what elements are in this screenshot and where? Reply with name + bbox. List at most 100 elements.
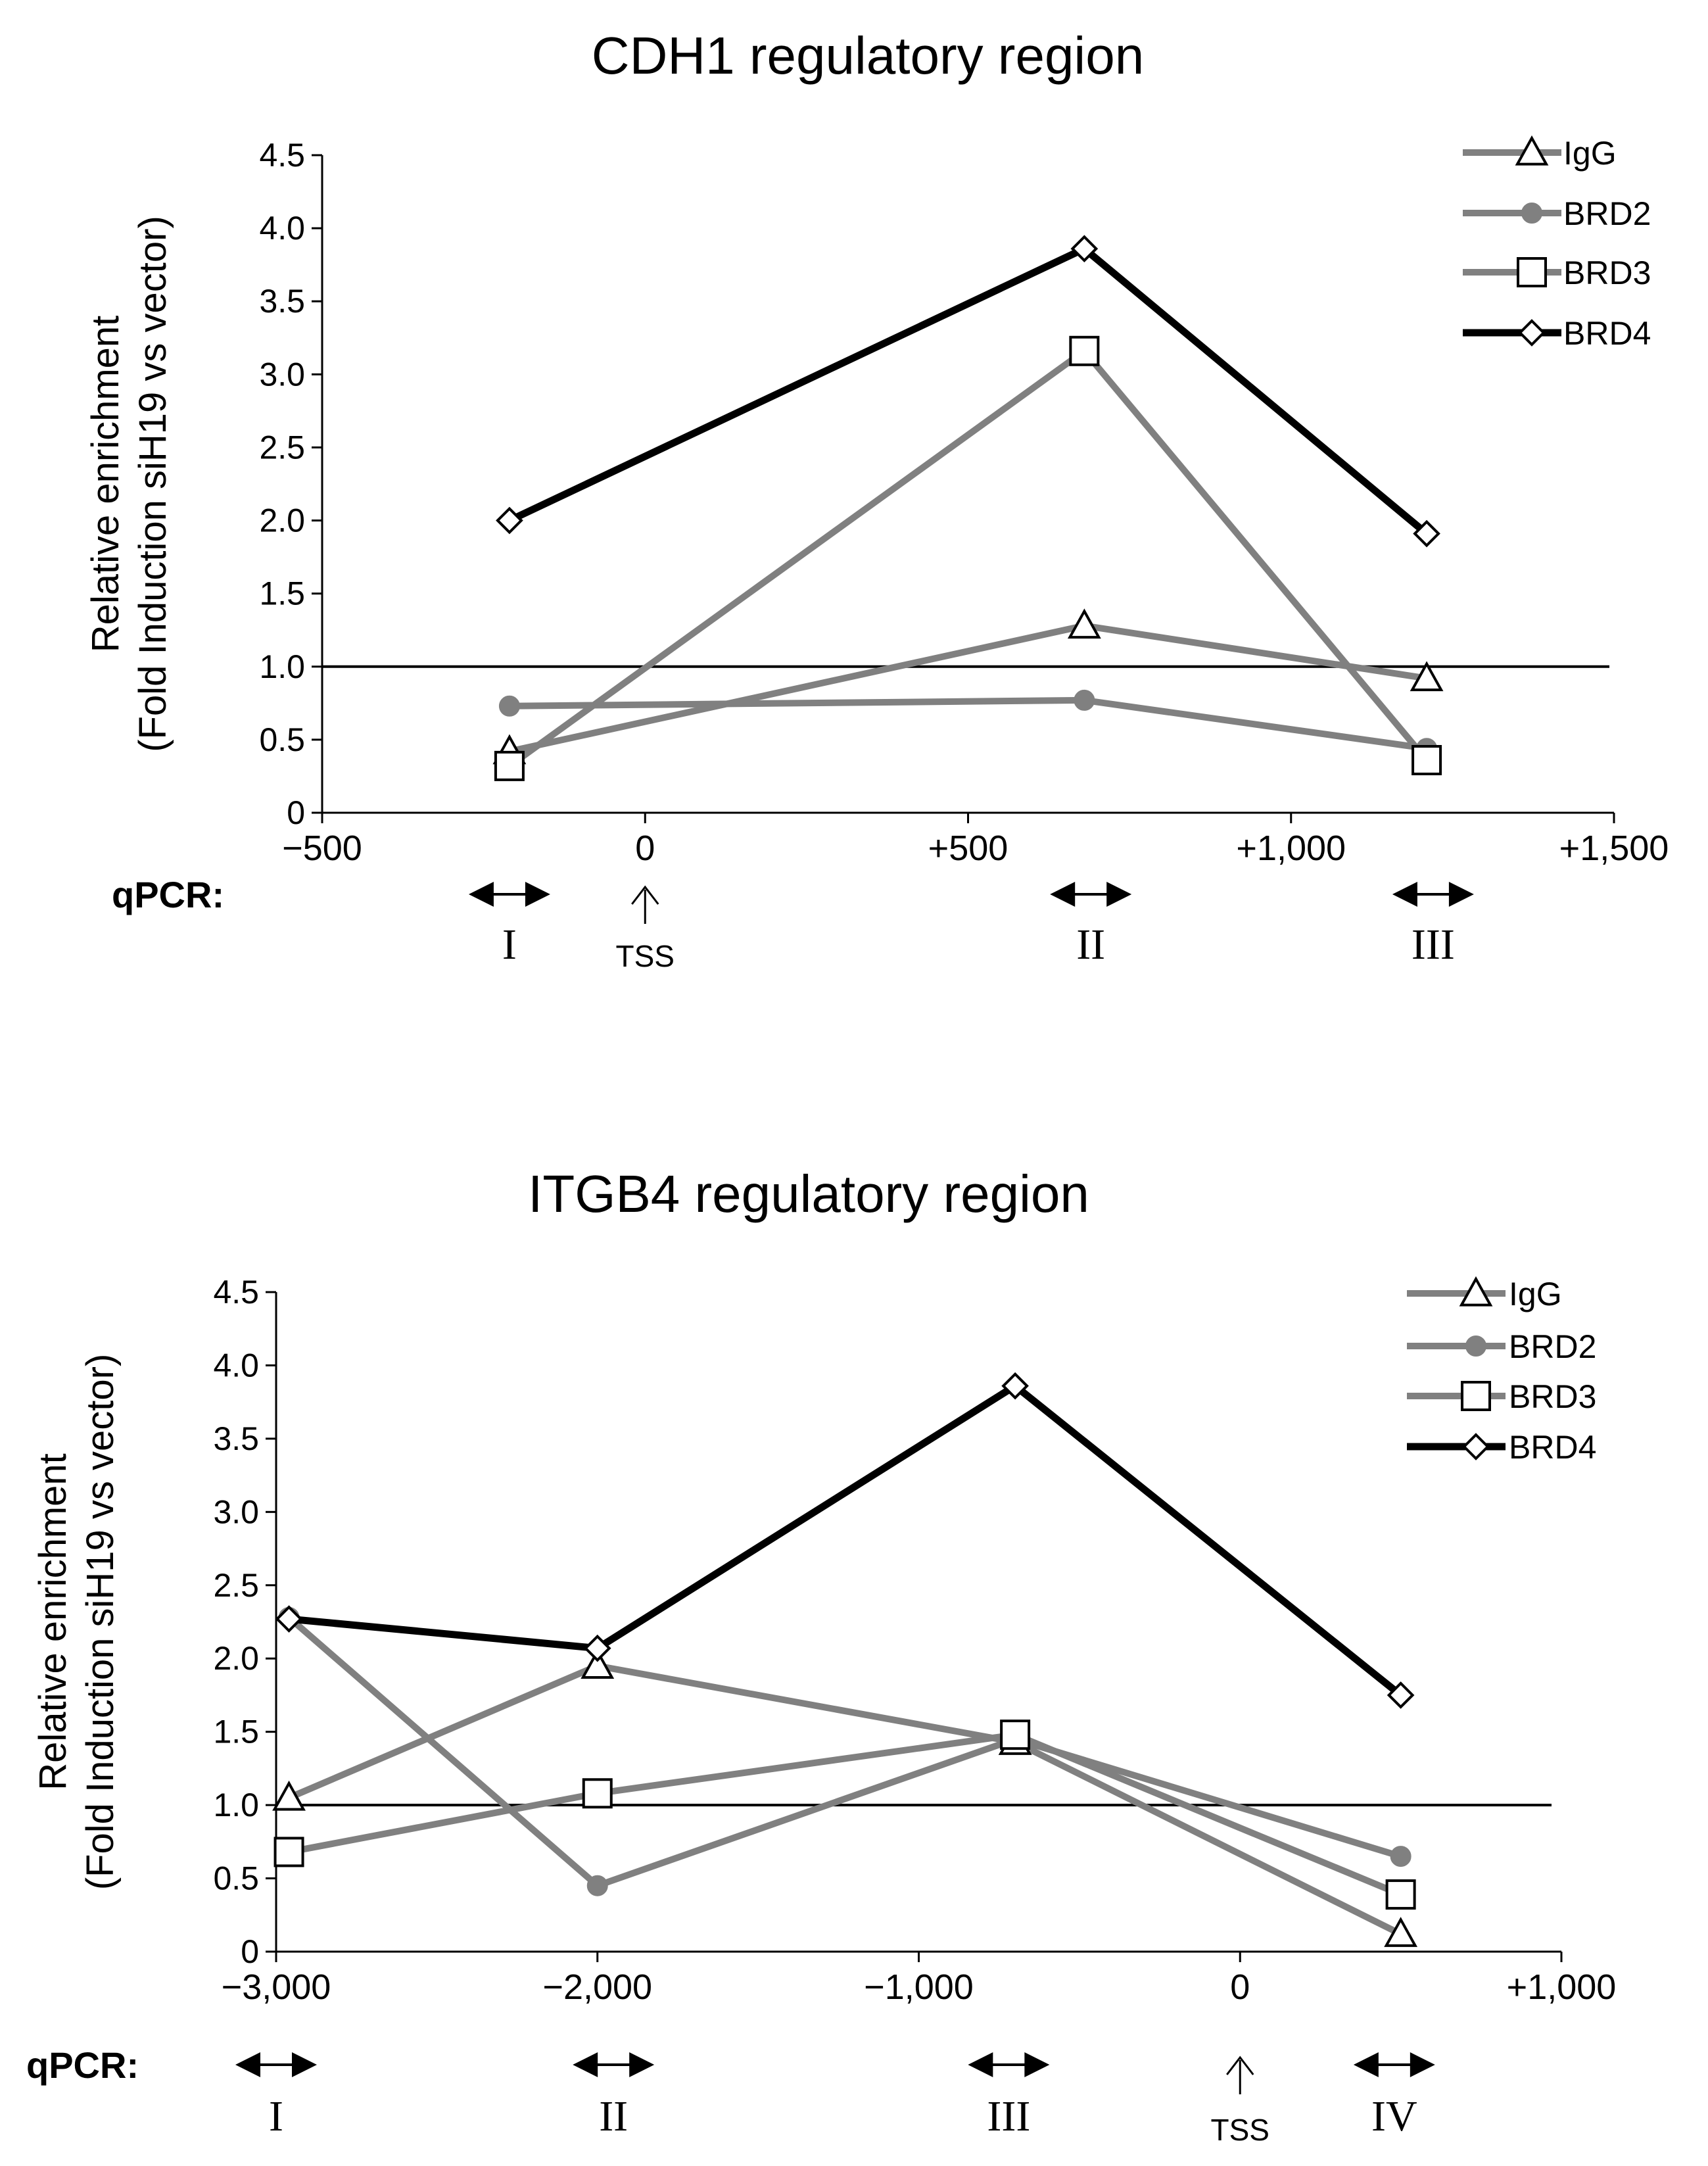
legend: IgG BRD2 BRD3 BRD4 <box>1407 1276 1596 1466</box>
qpcr-arrow-head-left <box>1392 882 1417 907</box>
legend-label-brd3: BRD3 <box>1563 254 1651 291</box>
data-point-igg <box>581 1649 615 1679</box>
qpcr-arrow-head-right <box>292 2052 317 2077</box>
qpcr-arrow-head-left <box>1050 882 1076 907</box>
x-tick-label: +1,000 <box>1236 829 1346 868</box>
y-tick-label: 2.5 <box>213 1567 259 1604</box>
legend-label-brd2: BRD2 <box>1563 195 1651 232</box>
legend-marker-igg <box>1459 1276 1493 1307</box>
x-tick-label: +500 <box>928 829 1008 868</box>
qpcr-arrow-ii <box>1050 882 1132 907</box>
x-tick-label: +1,000 <box>1507 1967 1617 2007</box>
qpcr-arrow-head-right <box>525 882 550 907</box>
cdh1-chart: CDH1 regulatory region Relative enrichmen… <box>84 26 1669 973</box>
qpcr-arrow-head-left <box>968 2052 993 2077</box>
y-tick-label: 4.5 <box>213 1274 259 1311</box>
legend-label-igg: IgG <box>1509 1276 1562 1312</box>
legend-label-brd3: BRD3 <box>1509 1378 1596 1415</box>
qpcr-arrow-ii <box>573 2052 655 2077</box>
y-tick-label: 2.5 <box>259 429 305 466</box>
data-point-brd4 <box>275 1605 303 1633</box>
y-axis-label-line1: Relative enrichment <box>32 1453 74 1791</box>
series-line-brd4 <box>289 1382 1404 1698</box>
data-point-brd2 <box>1390 1846 1411 1867</box>
legend: IgG BRD2 BRD3 BRD4 <box>1463 135 1651 352</box>
x-tick-label: −2,000 <box>542 1967 652 2007</box>
qpcr-region-label-iii: III <box>1411 921 1455 969</box>
data-point-brd3 <box>582 1778 613 1809</box>
data-point-brd2 <box>1074 689 1095 711</box>
qpcr-region-label-iii: III <box>987 2092 1030 2140</box>
legend-marker-igg <box>1515 135 1549 166</box>
qpcr-arrow-head-right <box>1410 2052 1435 2077</box>
data-point-igg <box>1384 1917 1418 1947</box>
y-tick-label: 3.0 <box>259 356 305 393</box>
y-tick-label: 4.0 <box>259 210 305 247</box>
data-point-igg <box>1410 661 1444 692</box>
data-point-brd4 <box>1070 235 1099 263</box>
data-point-igg <box>272 1780 306 1811</box>
qpcr-region-label-ii: II <box>1076 921 1105 969</box>
series-line-brd2 <box>287 1615 1402 1889</box>
data-point-brd3 <box>494 750 525 781</box>
x-tick-label: +1,500 <box>1559 829 1669 868</box>
y-tick-label: 4.5 <box>259 137 305 174</box>
legend-label-brd4: BRD4 <box>1563 315 1651 352</box>
data-point-igg <box>1067 608 1101 639</box>
y-tick-label: 0.5 <box>213 1860 259 1897</box>
x-tick-label: 0 <box>635 829 655 868</box>
legend-label-brd2: BRD2 <box>1509 1328 1596 1365</box>
qpcr-region-label-ii: II <box>599 2092 628 2140</box>
data-point-brd2 <box>498 695 520 717</box>
y-axis-label: Relative enrichment (Fold Induction siH19… <box>84 216 174 752</box>
qpcr-arrow-iv <box>1353 2052 1435 2077</box>
x-tick-label: −500 <box>282 829 362 868</box>
qpcr-arrow-iii <box>1392 882 1474 907</box>
y-tick-label: 2.0 <box>259 502 305 539</box>
y-tick-label: 1.0 <box>213 1787 259 1823</box>
qpcr-arrow-i <box>235 2052 317 2077</box>
tss-label: TSS <box>1211 2113 1269 2147</box>
data-point-brd2 <box>586 1875 608 1896</box>
qpcr-arrow-head-right <box>1448 882 1474 907</box>
legend-marker-brd4 <box>1462 1433 1490 1460</box>
data-point-brd4 <box>496 506 523 535</box>
y-tick-label: 0 <box>287 794 305 831</box>
y-tick-label: 2.0 <box>213 1640 259 1677</box>
data-point-brd3 <box>1000 1720 1031 1750</box>
legend-marker-brd4 <box>1518 319 1546 347</box>
legend-label-brd4: BRD4 <box>1509 1429 1596 1466</box>
qpcr-label: qPCR: <box>112 874 224 915</box>
qpcr-arrow-iii <box>968 2052 1050 2077</box>
y-axis-label-line2: (Fold Induction siH19 vs vector) <box>131 216 174 752</box>
qpcr-arrow-head-left <box>235 2052 260 2077</box>
itgb4-chart: ITGB4 regulatory region Relative enrichme… <box>26 1165 1616 2147</box>
y-tick-label: 1.5 <box>259 575 305 612</box>
y-tick-label: 3.5 <box>259 283 305 320</box>
qpcr-arrow-head-left <box>573 2052 598 2077</box>
y-tick-label: 1.0 <box>259 648 305 685</box>
series-line-igg <box>287 1662 1402 1937</box>
tss-arrow-head <box>631 885 659 905</box>
qpcr-arrow-head-left <box>468 882 494 907</box>
data-point-brd4 <box>1387 1681 1415 1709</box>
data-point-brd4 <box>1413 519 1440 548</box>
qpcr-arrow-head-right <box>1024 2052 1050 2077</box>
y-tick-label: 3.5 <box>213 1420 259 1457</box>
qpcr-label: qPCR: <box>26 2044 139 2086</box>
series-line-brd4 <box>508 245 1429 537</box>
y-tick-label: 4.0 <box>213 1347 259 1384</box>
x-tick-label: 0 <box>1230 1967 1250 2007</box>
data-point-brd3 <box>1069 335 1100 366</box>
y-tick-label: 3.0 <box>213 1493 259 1530</box>
tss-arrow-head <box>1226 2056 1254 2075</box>
qpcr-region-label-i: I <box>269 2092 283 2140</box>
legend-marker-brd3 <box>1461 1381 1491 1411</box>
legend-marker-brd2 <box>1521 203 1542 224</box>
qpcr-arrow-head-right <box>629 2052 655 2077</box>
data-point-brd3 <box>1411 745 1442 775</box>
y-axis-label-line1: Relative enrichment <box>84 316 127 653</box>
qpcr-arrow-i <box>468 882 550 907</box>
data-point-brd3 <box>273 1837 304 1867</box>
